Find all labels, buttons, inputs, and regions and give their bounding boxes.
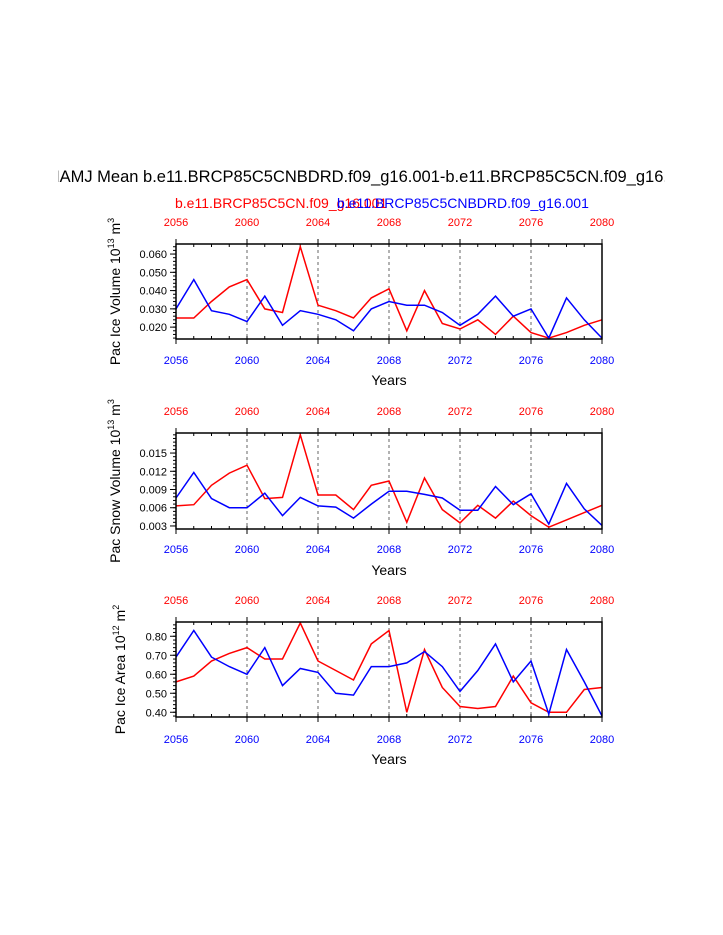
panel2-xtick-label-top: 2068 [377,406,401,418]
panel3-xtick-label-top: 2080 [590,595,614,607]
panel3-ylabel-part: m [112,610,128,626]
panel3-ylabel: Pac Ice Area 1012 m2 [111,605,128,734]
panel2-xtick-label-bottom: 2060 [235,544,259,556]
panel2-ytick-label: 0.003 [139,521,167,533]
panel3-xtick-label-bottom: 2056 [164,734,188,746]
panel3-xtick-label-bottom: 2060 [235,734,259,746]
panel3-xtick-label-top: 2060 [235,595,259,607]
panel1-ytick-label: 0.060 [139,249,167,261]
panel1-xlabel: Years [371,372,406,388]
panel1-xtick-label-bottom: 2076 [519,355,543,367]
panel2-ylabel-part: m [107,404,123,420]
panel2-ylabel: Pac Snow Volume 1013 m3 [106,399,123,563]
panel3-xtick-label-bottom: 2076 [519,734,543,746]
panel3-ylabel-part: Pac Ice Area 10 [112,635,128,734]
panel2-xtick-label-top: 2056 [164,406,188,418]
panel2-xtick-label-top: 2080 [590,406,614,418]
panel1-ytick-label: 0.020 [139,322,167,334]
panel3-xtick-label-top: 2068 [377,595,401,607]
panel2-ytick-label: 0.015 [139,448,167,460]
legend-blue-label: b.e11.BRCP85C5CNBDRD.f09_g16.001 [337,195,589,211]
panel3-ytick-label: 0.80 [146,631,167,643]
panel2-ytick-label: 0.006 [139,503,167,515]
panel1-ylabel-part: 13 [106,238,116,248]
panel3-xtick-label-top: 2064 [306,595,330,607]
panel3-series-red-line [175,621,603,714]
panel2-series-blue-line [175,471,603,526]
panel1-xtick-label-top: 2060 [235,217,259,229]
panel1-xtick-label-bottom: 2056 [164,355,188,367]
panel2-xtick-label-bottom: 2072 [448,544,472,556]
panel1-xtick-label-top: 2068 [377,217,401,229]
panel1-xtick-label-top: 2072 [448,217,472,229]
panel3-xtick-label-bottom: 2072 [448,734,472,746]
panel3-xtick-label-bottom: 2068 [377,734,401,746]
panel3-series-blue-line [175,629,603,717]
panel1-xtick-label-bottom: 2072 [448,355,472,367]
panel2-series-red-line [175,432,603,529]
panel2-ytick-label: 0.012 [139,466,167,478]
panel1-ytick-label: 0.040 [139,286,167,298]
panel3-plot-frame [175,621,603,718]
panel1-ytick-label: 0.030 [139,304,167,316]
panel1-xtick-label-bottom: 2080 [590,355,614,367]
panel1-ylabel: Pac Ice Volume 1013 m3 [106,218,123,365]
panel1-ylabel-part: m [107,223,123,239]
panel2-xtick-label-bottom: 2056 [164,544,188,556]
panel2-plot-frame [175,432,603,530]
title-container: JFMAMJ Mean b.e11.BRCP85C5CNBDRD.f09_g16… [58,168,665,192]
panel3-ytick-label: 0.70 [146,650,167,662]
panel1-xtick-label-top: 2064 [306,217,330,229]
panel1-ylabel-part: Pac Ice Volume 10 [107,248,123,365]
panel2-ylabel-part: 13 [106,420,116,430]
panel1-xtick-label-bottom: 2060 [235,355,259,367]
panel2-ylabel-part: 3 [106,399,116,404]
panel3-xtick-label-top: 2076 [519,595,543,607]
panel3-xtick-label-top: 2072 [448,595,472,607]
panel2-xtick-label-bottom: 2080 [590,544,614,556]
panel1-series-blue-line [175,278,603,340]
panel2-xtick-label-top: 2064 [306,406,330,418]
panel1-xtick-label-top: 2080 [590,217,614,229]
panel3-ytick-label: 0.60 [146,669,167,681]
panel3-ytick-label: 0.40 [146,707,167,719]
panel1-plot-frame [175,243,603,340]
panel3-ylabel-part: 2 [111,605,121,610]
panel1-series-red-line [176,243,603,339]
panel1-xtick-label-bottom: 2064 [306,355,330,367]
panel2-xlabel: Years [371,562,406,578]
panel1-xtick-label-top: 2076 [519,217,543,229]
panel2-ytick-label: 0.009 [139,485,167,497]
panel3-xtick-label-top: 2056 [164,595,188,607]
panel3-ylabel-part: 12 [111,625,121,635]
panel1-xtick-label-top: 2056 [164,217,188,229]
panel2-xtick-label-bottom: 2064 [306,544,330,556]
panel2-xtick-label-top: 2072 [448,406,472,418]
panel3-xtick-label-bottom: 2064 [306,734,330,746]
main-title: JFMAMJ Mean b.e11.BRCP85C5CNBDRD.f09_g16… [58,168,665,186]
panel2-xtick-label-bottom: 2076 [519,544,543,556]
panel3-xtick-label-bottom: 2080 [590,734,614,746]
panel2-xtick-label-top: 2076 [519,406,543,418]
panel1-ylabel-part: 3 [106,218,116,223]
panel2-xtick-label-top: 2060 [235,406,259,418]
panel2-xtick-label-bottom: 2068 [377,544,401,556]
panel1-xtick-label-bottom: 2068 [377,355,401,367]
panel3-ytick-label: 0.50 [146,688,167,700]
legend-red-label: b.e11.BRCP85C5CN.f09_g16.001 [175,195,387,211]
panel3-xlabel: Years [371,751,406,767]
panel1-ytick-label: 0.050 [139,267,167,279]
panel2-ylabel-part: Pac Snow Volume 10 [107,430,123,563]
